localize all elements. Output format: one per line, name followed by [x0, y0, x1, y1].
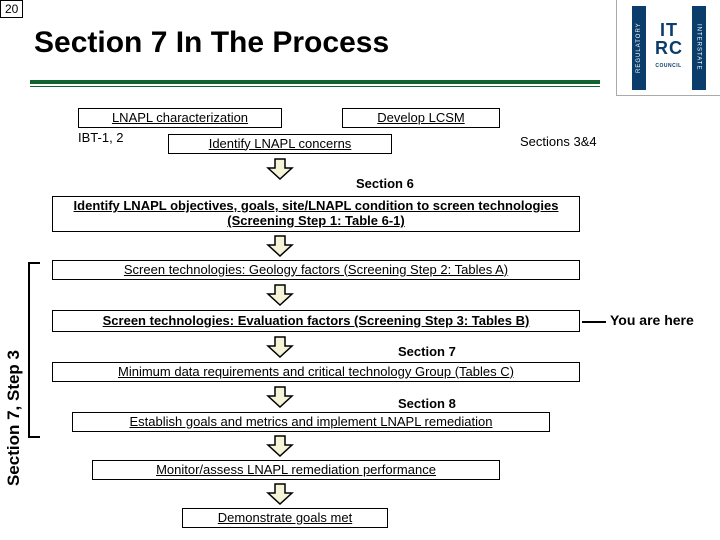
arrow-down-icon — [266, 235, 294, 257]
arrow-down-icon — [266, 483, 294, 505]
arrow-down-icon — [266, 435, 294, 457]
slide-header: Section 7 In The Process REGULATORY IT R… — [0, 0, 720, 98]
box-identify-objectives: Identify LNAPL objectives, goals, site/L… — [52, 196, 580, 232]
box-lnapl-characterization: LNAPL characterization — [78, 108, 282, 128]
arrow-down-icon — [266, 386, 294, 408]
side-brace — [28, 262, 40, 438]
arrow-down-icon — [266, 158, 294, 180]
logo-left-text: REGULATORY — [632, 6, 646, 90]
logo-right-text: INTERSTATE — [692, 6, 706, 90]
logo-area: REGULATORY IT RC COUNCIL INTERSTATE — [616, 0, 720, 96]
side-label: Section 7, Step 3 — [4, 350, 24, 486]
box-develop-lcsm: Develop LCSM — [342, 108, 500, 128]
box-screen-geology: Screen technologies: Geology factors (Sc… — [52, 260, 580, 280]
label-sections34: Sections 3&4 — [520, 134, 597, 149]
box-min-data: Minimum data requirements and critical t… — [52, 362, 580, 382]
label-you-are-here: You are here — [610, 312, 694, 328]
box-demonstrate: Demonstrate goals met — [182, 508, 388, 528]
label-section7: Section 7 — [398, 344, 456, 359]
label-section6: Section 6 — [356, 176, 414, 191]
box-identify-concerns: Identify LNAPL concerns — [168, 134, 392, 154]
page-title: Section 7 In The Process — [34, 26, 389, 60]
box-monitor: Monitor/assess LNAPL remediation perform… — [92, 460, 500, 480]
title-underline-thick — [30, 80, 600, 84]
arrow-down-icon — [266, 284, 294, 306]
itrc-logo: REGULATORY IT RC COUNCIL INTERSTATE — [632, 6, 706, 90]
logo-center: IT RC COUNCIL — [646, 6, 692, 90]
you-here-connector — [582, 321, 606, 323]
box-screen-eval: Screen technologies: Evaluation factors … — [52, 310, 580, 332]
arrow-down-icon — [266, 336, 294, 358]
diagram-content: Section 7, Step 3 LNAPL characterization… — [0, 104, 720, 540]
box-establish-goals: Establish goals and metrics and implemen… — [72, 412, 550, 432]
label-section8: Section 8 — [398, 396, 456, 411]
label-ibt: IBT-1, 2 — [78, 130, 124, 145]
title-underline-thin — [30, 86, 600, 87]
